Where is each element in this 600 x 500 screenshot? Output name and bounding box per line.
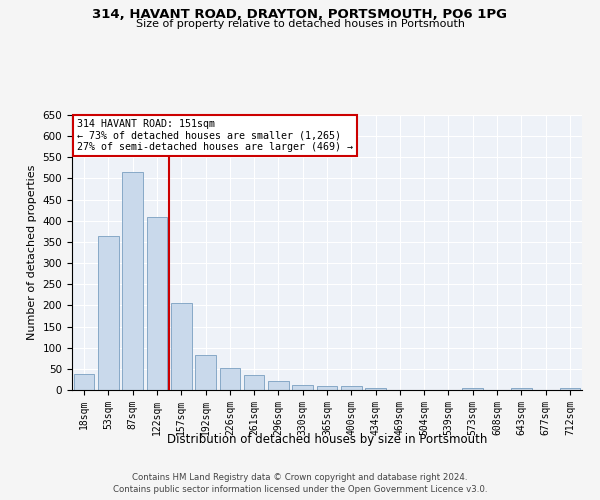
Bar	[463, 388, 483, 390]
Bar	[292, 385, 313, 390]
Text: Distribution of detached houses by size in Portsmouth: Distribution of detached houses by size …	[167, 432, 487, 446]
Bar	[171, 304, 191, 390]
Bar	[122, 172, 143, 390]
Bar	[560, 388, 580, 390]
Text: 314, HAVANT ROAD, DRAYTON, PORTSMOUTH, PO6 1PG: 314, HAVANT ROAD, DRAYTON, PORTSMOUTH, P…	[92, 8, 508, 20]
Bar	[365, 388, 386, 390]
Text: 314 HAVANT ROAD: 151sqm
← 73% of detached houses are smaller (1,265)
27% of semi: 314 HAVANT ROAD: 151sqm ← 73% of detache…	[77, 119, 353, 152]
Bar	[146, 216, 167, 390]
Bar	[317, 386, 337, 390]
Text: Contains HM Land Registry data © Crown copyright and database right 2024.: Contains HM Land Registry data © Crown c…	[132, 472, 468, 482]
Bar	[220, 368, 240, 390]
Bar	[268, 380, 289, 390]
Text: Size of property relative to detached houses in Portsmouth: Size of property relative to detached ho…	[136, 19, 464, 29]
Bar	[244, 375, 265, 390]
Bar	[341, 386, 362, 390]
Bar	[74, 374, 94, 390]
Bar	[98, 236, 119, 390]
Bar	[511, 388, 532, 390]
Bar	[195, 356, 216, 390]
Text: Contains public sector information licensed under the Open Government Licence v3: Contains public sector information licen…	[113, 485, 487, 494]
Y-axis label: Number of detached properties: Number of detached properties	[27, 165, 37, 340]
